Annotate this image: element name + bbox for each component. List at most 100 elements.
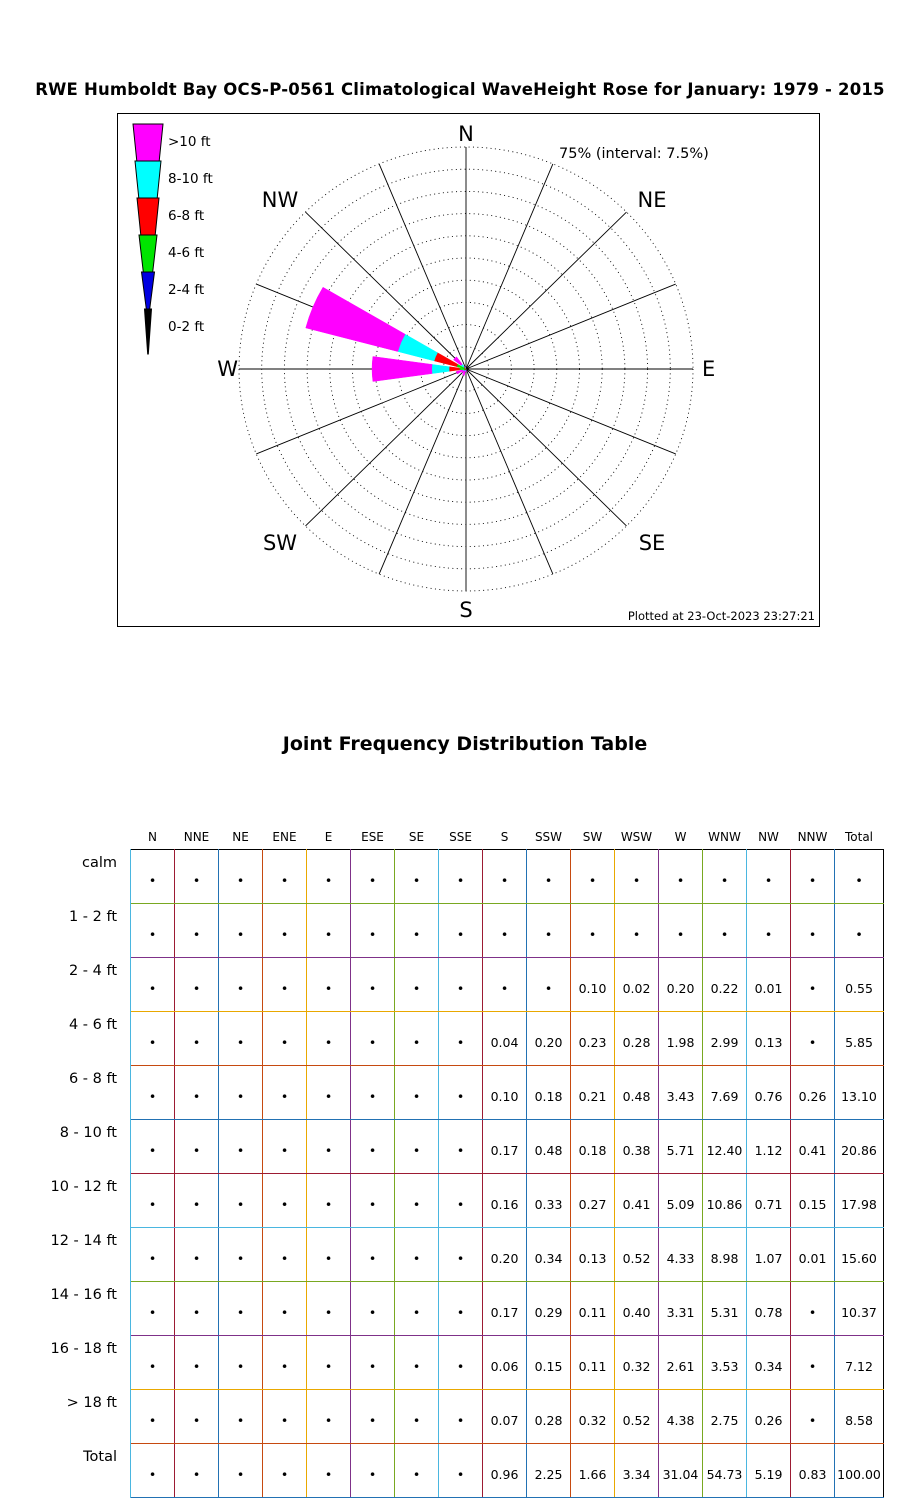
table-cell: 5.71 bbox=[658, 1119, 703, 1174]
table-cell: 0.04 bbox=[482, 1011, 527, 1066]
table-cell: 0.18 bbox=[526, 1065, 571, 1120]
row-label: 10 - 12 ft bbox=[30, 1173, 131, 1227]
table-cell: 0.11 bbox=[570, 1281, 615, 1336]
table-row: Total • • • • • • • • 0.96 2.25 1.66 3.34 31.04 54.73 5… bbox=[30, 1443, 884, 1498]
table-cell: • bbox=[746, 903, 791, 958]
table-cell: 0.28 bbox=[614, 1011, 659, 1066]
table-cell: 0.52 bbox=[614, 1389, 659, 1444]
table-cell: 0.28 bbox=[526, 1389, 571, 1444]
legend-label: 4-6 ft bbox=[168, 245, 204, 261]
table-cell: 0.21 bbox=[570, 1065, 615, 1120]
table-cell: • bbox=[130, 1119, 175, 1174]
rose-petal-W bbox=[448, 366, 460, 372]
column-header-W: W bbox=[674, 829, 687, 844]
table-cell: 0.96 bbox=[482, 1443, 527, 1498]
page-title: RWE Humboldt Bay OCS-P-0561 Climatologic… bbox=[35, 80, 885, 99]
table-cell: 15.60 bbox=[834, 1227, 884, 1282]
table-cell: 0.20 bbox=[482, 1227, 527, 1282]
table-cell: • bbox=[218, 848, 263, 904]
column-header-SW: SW bbox=[582, 829, 603, 844]
table-cell: • bbox=[394, 1011, 439, 1066]
compass-label-N: N bbox=[458, 122, 474, 146]
polar-spoke bbox=[378, 368, 467, 575]
polar-spoke bbox=[465, 368, 554, 575]
column-header-WSW: WSW bbox=[620, 829, 653, 844]
table-row: 10 - 12 ft • • • • • • • • 0.16 0.33 0.27 0.41 5.09 10… bbox=[30, 1173, 884, 1228]
compass-label-SE: SE bbox=[639, 531, 666, 555]
column-header-SSE: SSE bbox=[449, 829, 472, 844]
table-row: 6 - 8 ft • • • • • • • • 0.10 0.18 0.21 0.48 3.43 7.69… bbox=[30, 1065, 884, 1120]
table-cell: • bbox=[614, 903, 659, 958]
table-cell: 0.01 bbox=[746, 957, 791, 1012]
column-header-S: S bbox=[500, 829, 509, 844]
table-cell: • bbox=[262, 1389, 307, 1444]
table-cell: 0.38 bbox=[614, 1119, 659, 1174]
table-cell: 17.98 bbox=[834, 1173, 884, 1228]
table-cell: • bbox=[790, 1335, 835, 1390]
table-cell: 5.31 bbox=[702, 1281, 747, 1336]
row-label: 16 - 18 ft bbox=[30, 1335, 131, 1389]
table-cell: 0.32 bbox=[614, 1335, 659, 1390]
table-cell: • bbox=[438, 848, 483, 904]
table-cell: • bbox=[262, 848, 307, 904]
table-cell: 13.10 bbox=[834, 1065, 884, 1120]
table-cell: 4.38 bbox=[658, 1389, 703, 1444]
table-cell: 7.12 bbox=[834, 1335, 884, 1390]
table-cell: • bbox=[790, 1389, 835, 1444]
table-cell: • bbox=[394, 1389, 439, 1444]
table-cell: • bbox=[658, 848, 703, 904]
table-cell: 0.02 bbox=[614, 957, 659, 1012]
table-cell: • bbox=[834, 848, 884, 904]
table-cell: • bbox=[350, 1227, 395, 1282]
column-header-E: E bbox=[324, 829, 333, 844]
compass-label-SW: SW bbox=[263, 531, 297, 555]
table-cell: 5.09 bbox=[658, 1173, 703, 1228]
table-cell: • bbox=[394, 1281, 439, 1336]
table-cell: • bbox=[614, 848, 659, 904]
legend-label: 6-8 ft bbox=[168, 208, 204, 224]
table-cell: • bbox=[438, 1119, 483, 1174]
table-cell: • bbox=[218, 1389, 263, 1444]
row-label: 2 - 4 ft bbox=[30, 957, 131, 1011]
compass-label-E: E bbox=[702, 357, 715, 381]
table-cell: • bbox=[262, 1173, 307, 1228]
rose-petal-WNW bbox=[397, 333, 438, 362]
table-cell: 0.20 bbox=[658, 957, 703, 1012]
polar-spoke bbox=[305, 211, 467, 370]
legend-label: 2-4 ft bbox=[168, 282, 204, 298]
table-cell: • bbox=[570, 848, 615, 904]
table-cell: • bbox=[438, 1335, 483, 1390]
table-cell: • bbox=[658, 903, 703, 958]
table-cell: 8.98 bbox=[702, 1227, 747, 1282]
legend-swatch-810ft bbox=[134, 160, 162, 199]
column-header-SSW: SSW bbox=[534, 829, 563, 844]
table-cell: • bbox=[262, 1119, 307, 1174]
table-cell: 3.43 bbox=[658, 1065, 703, 1120]
table-cell: • bbox=[482, 848, 527, 904]
table-cell: 2.25 bbox=[526, 1443, 571, 1498]
table-cell: • bbox=[394, 1227, 439, 1282]
table-cell: • bbox=[350, 957, 395, 1012]
rose-petal-W bbox=[371, 356, 433, 382]
column-header-ENE: ENE bbox=[272, 829, 297, 844]
table-cell: 0.06 bbox=[482, 1335, 527, 1390]
legend-label: 0-2 ft bbox=[168, 319, 204, 335]
table-cell: 0.15 bbox=[526, 1335, 571, 1390]
table-cell: 2.75 bbox=[702, 1389, 747, 1444]
legend-label: >10 ft bbox=[168, 134, 211, 150]
polar-spoke bbox=[465, 211, 627, 370]
row-label: 4 - 6 ft bbox=[30, 1011, 131, 1065]
table-cell: • bbox=[394, 957, 439, 1012]
table-cell: • bbox=[306, 1443, 351, 1498]
table-cell: 0.41 bbox=[614, 1173, 659, 1228]
table-cell: • bbox=[394, 1119, 439, 1174]
table-cell: 5.19 bbox=[746, 1443, 791, 1498]
table-cell: • bbox=[218, 1335, 263, 1390]
table-cell: • bbox=[130, 848, 175, 904]
table-cell: • bbox=[130, 1389, 175, 1444]
table-cell: • bbox=[218, 957, 263, 1012]
table-cell: 0.13 bbox=[570, 1227, 615, 1282]
radial-scale-annotation: 75% (interval: 7.5%) bbox=[559, 146, 709, 162]
table-cell: • bbox=[350, 1065, 395, 1120]
table-cell: 0.52 bbox=[614, 1227, 659, 1282]
